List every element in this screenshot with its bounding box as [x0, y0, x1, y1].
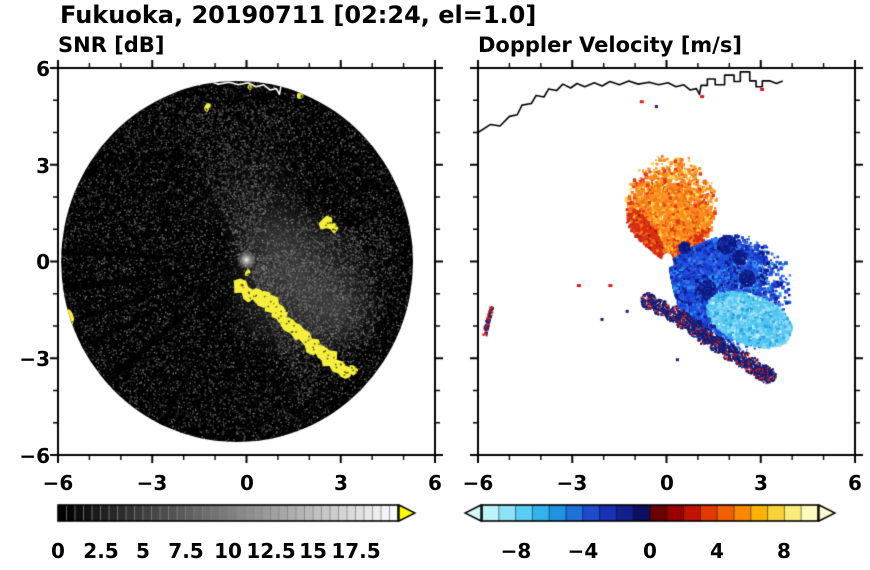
snr-colorbar-tick-label: 15	[299, 539, 327, 563]
snr-colorbar-tick-label: 5	[136, 539, 150, 563]
velocity-panel-title: Doppler Velocity [m/s]	[478, 33, 742, 57]
x-tick-label: −3	[136, 471, 168, 495]
snr-colorbar-tick-label: 17.5	[331, 539, 381, 563]
velocity-colorbar-tick-label: 4	[710, 539, 724, 563]
x-tick-label: 6	[848, 471, 862, 495]
x-tick-label: 3	[334, 471, 348, 495]
velocity-colorbar-tick-label: −8	[500, 539, 532, 563]
x-tick-label: 6	[428, 471, 442, 495]
snr-panel-title: SNR [dB]	[58, 33, 165, 57]
x-tick-label: −6	[462, 471, 494, 495]
y-tick-label: 0	[36, 250, 50, 274]
y-tick-label: 3	[36, 154, 50, 178]
figure-title: Fukuoka, 20190711 [02:24, el=1.0]	[60, 1, 537, 29]
snr-colorbar-tick-label: 2.5	[83, 539, 119, 563]
x-tick-label: 0	[660, 471, 674, 495]
y-tick-label: −6	[19, 444, 50, 468]
snr-colorbar-tick-label: 0	[51, 539, 65, 563]
snr-colorbar-tick-label: 10	[214, 539, 242, 563]
velocity-colorbar-tick-label: 0	[643, 539, 657, 563]
y-tick-label: −3	[19, 347, 50, 371]
x-tick-label: 3	[754, 471, 768, 495]
snr-colorbar-tick-label: 7.5	[168, 539, 204, 563]
x-tick-label: 0	[240, 471, 254, 495]
x-tick-label: −3	[556, 471, 588, 495]
velocity-colorbar-tick-label: 8	[777, 539, 791, 563]
y-tick-label: 6	[36, 57, 50, 81]
velocity-colorbar-tick-label: −4	[567, 539, 599, 563]
x-tick-label: −6	[42, 471, 74, 495]
snr-colorbar-tick-label: 12.5	[246, 539, 296, 563]
